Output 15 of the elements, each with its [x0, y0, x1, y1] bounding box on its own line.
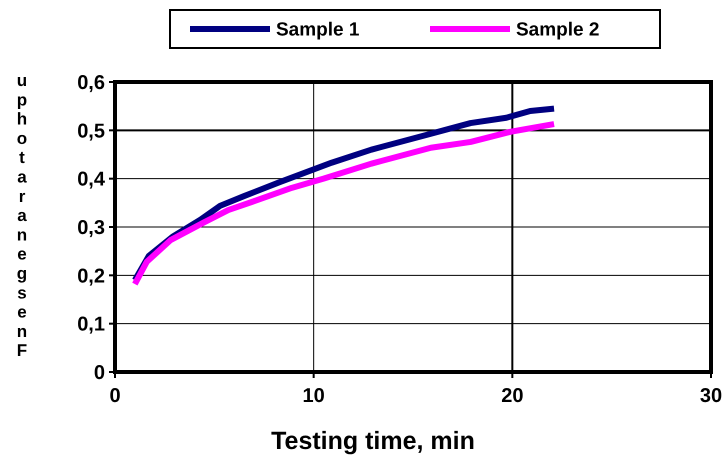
x-tick-label: 30 — [700, 385, 722, 407]
x-axis-title: Testing time, min — [271, 427, 475, 455]
x-tick-label: 0 — [109, 385, 121, 407]
y-tick-label: 0,4 — [77, 168, 106, 191]
y-tick-label: 0,1 — [77, 314, 105, 336]
y-tick-label: 0,6 — [77, 72, 105, 94]
y-tick-label: 0,2 — [77, 265, 105, 288]
x-tick-label: 20 — [501, 385, 524, 407]
y-tick-label: 0 — [94, 362, 105, 384]
y-tick-label: 0,3 — [77, 217, 105, 239]
x-tick-label: 10 — [302, 385, 325, 407]
y-tick-label: 0,5 — [77, 120, 105, 142]
text: uphotaranegsenF — [16, 71, 28, 360]
legend-label: Sample 2 — [516, 20, 600, 41]
legend-label: Sample 1 — [276, 20, 360, 41]
